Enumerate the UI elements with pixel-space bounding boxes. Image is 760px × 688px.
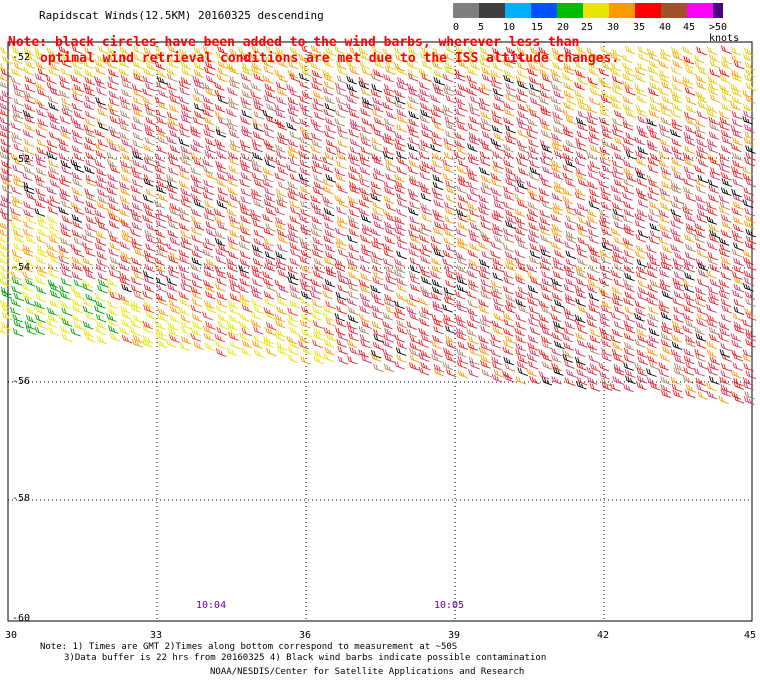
lon-tick-label: 30	[5, 630, 18, 641]
lat-tick-label: -52	[12, 154, 31, 165]
note-line-1: Note: black circles have been added to t…	[8, 35, 580, 50]
wind-barb-group	[0, 277, 119, 337]
wind-barb-group	[0, 45, 745, 104]
legend-swatch	[453, 3, 479, 18]
legend-swatch	[557, 3, 583, 18]
wind-barb-group	[0, 72, 757, 405]
footer-note-2: 3)Data buffer is 22 hrs from 20160325 4)…	[64, 653, 547, 663]
lon-tick-label: 45	[744, 630, 757, 641]
legend-swatch	[635, 3, 661, 18]
wind-barb-group	[0, 214, 337, 365]
wind-barb-group	[0, 45, 757, 119]
map-frame	[7, 41, 753, 622]
legend-label: 5	[478, 22, 485, 33]
legend-label: >50 knots	[709, 22, 740, 44]
footer-note-1: Note: 1) Times are GMT 2)Times along bot…	[40, 642, 458, 652]
lon-tick-label: 42	[597, 630, 610, 641]
legend-swatch	[479, 3, 505, 18]
wind-barb-group	[0, 44, 756, 405]
time-label: 10:04	[196, 600, 227, 611]
lat-tick-label: -52	[12, 52, 31, 63]
note-line-2: optimal wind retrieval conditions are me…	[40, 51, 620, 66]
legend-label: 40	[659, 22, 672, 33]
legend-label: 20	[557, 22, 570, 33]
legend-swatch	[531, 3, 557, 18]
lon-tick-label: 36	[299, 630, 312, 641]
wind-barb-group	[0, 73, 756, 400]
legend-label: 25	[581, 22, 594, 33]
wind-barb-group	[121, 300, 336, 357]
legend-label: 10	[503, 22, 516, 33]
legend-swatch	[505, 3, 531, 18]
time-label: 10:05	[434, 600, 465, 611]
legend-swatch	[687, 3, 713, 18]
legend-swatch	[713, 3, 723, 18]
legend-label: 0	[453, 22, 460, 33]
footer-credit: NOAA/NESDIS/Center for Satellite Applica…	[210, 667, 525, 677]
lon-tick-label: 33	[150, 630, 163, 641]
legend-label: 45	[683, 22, 696, 33]
lon-tick-label: 39	[448, 630, 461, 641]
map-title: Rapidscat Winds(12.5KM) 20160325 descend…	[39, 9, 324, 22]
legend-swatch	[661, 3, 687, 18]
wind-barb-group	[22, 72, 757, 390]
lat-tick-label: -60	[12, 613, 31, 624]
lat-tick-label: -56	[12, 376, 31, 387]
wind-barbs	[0, 44, 757, 405]
legend-swatch	[583, 3, 609, 18]
lat-tick-label: -54	[12, 262, 31, 273]
legend-label: 35	[633, 22, 646, 33]
legend-label: 15	[531, 22, 544, 33]
legend-label: 30	[607, 22, 620, 33]
lat-tick-label: -58	[12, 493, 31, 504]
legend-swatch	[609, 3, 635, 18]
wind-barb-group	[0, 72, 757, 404]
